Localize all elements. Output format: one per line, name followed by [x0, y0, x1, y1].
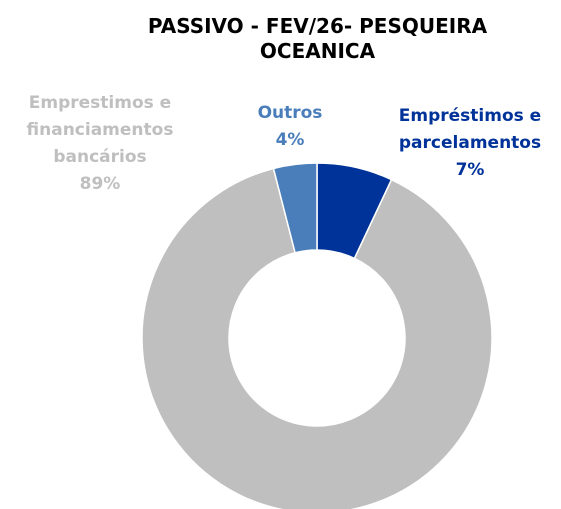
data-label: Empréstimos e parcelamentos 7%: [380, 103, 560, 184]
chart-title: PASSIVO - FEV/26- PESQUEIRA OCEANICA: [147, 14, 488, 63]
data-label: Outros 4%: [240, 100, 340, 154]
value-label: 7%: [455, 160, 485, 180]
data-label: Emprestimos e financiamentos bancários 89…: [0, 90, 200, 198]
value-label: 4%: [275, 130, 305, 150]
category-label: Outros: [257, 103, 323, 123]
donut-slice: [141, 167, 493, 509]
category-label: Empréstimos e parcelamentos: [398, 106, 542, 153]
donut-slice: [272, 162, 318, 254]
value-label: 89%: [79, 174, 121, 194]
category-label: Emprestimos e financiamentos bancários: [26, 93, 174, 167]
